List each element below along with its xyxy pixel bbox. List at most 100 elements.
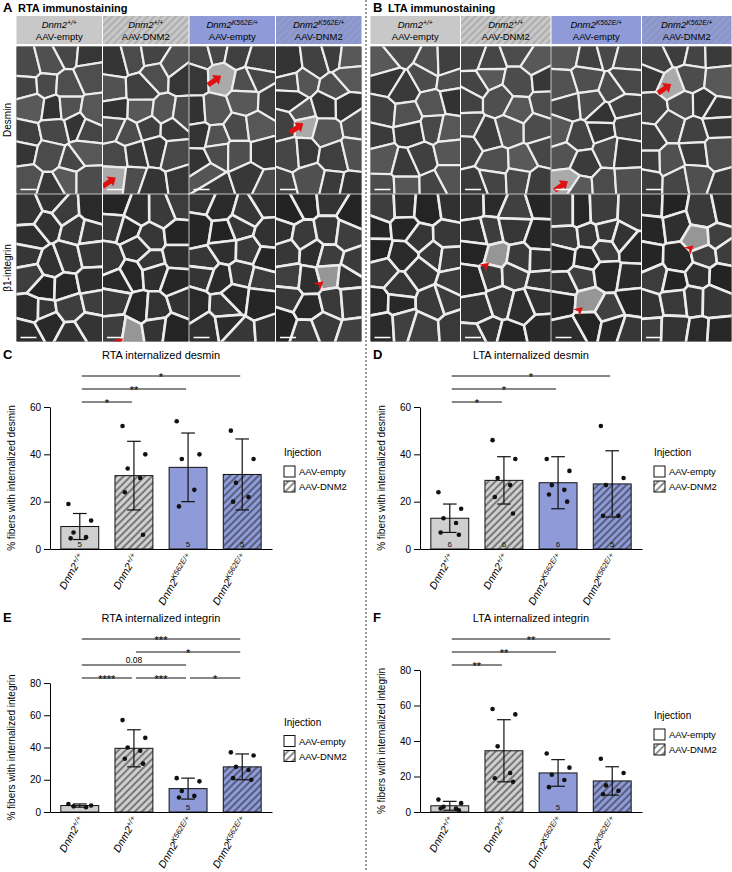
n-label: 6 [502,540,507,549]
tick-mark [414,407,420,408]
data-point [495,744,500,749]
micrograph-fiber [433,219,460,247]
panel-letter: D [373,347,382,362]
plot: 5020406080Dnm2+/+Dnm2+/+Dnm2K562E/+Dnm2K… [400,634,643,870]
error-bar [497,457,511,504]
chart-panel: 66650204060Dnm2+/+Dnm2+/+Dnm2K562E/+Dnm2… [373,347,717,607]
column-injection: AAV-DNM2 [122,31,170,42]
significance-label: * [213,673,218,685]
error-line [133,730,134,767]
scale-bar [375,189,391,191]
data-point [508,771,513,776]
significance-label: ** [500,647,509,659]
x-tick: Dnm2K562E/+ [209,812,249,870]
column-genotype: Dnm2K562E/+ [570,19,622,30]
column-header [552,16,642,44]
data-point [550,483,555,488]
y-tick-label: 20 [30,496,42,507]
column-header [371,16,461,44]
legend-label: AAV-empty [669,466,716,477]
n-label: 5 [610,540,615,549]
y-axis: 0204060 [400,402,421,555]
micrograph-fiber [138,222,166,250]
tick-mark [44,715,50,716]
significance: ********0.08**** [82,634,240,685]
x-axis: Dnm2+/+Dnm2+/+Dnm2K562E/+Dnm2K562E/+ [51,812,273,870]
column-genotype: Dnm2K562E/+ [206,19,258,30]
n-label: 5 [556,803,561,812]
scale-bar [465,337,481,339]
micrograph-fiber [436,65,460,91]
data-point [621,476,626,481]
genotype-allele: K562E/+ [169,814,192,844]
data-point [438,806,443,811]
micrograph-fiber [164,219,189,245]
data-point [511,780,516,785]
y-axis-title: % fibers with internalized integrin [6,674,17,820]
error-bar [127,441,141,510]
data-point [508,483,513,488]
red-arrowhead [313,277,326,290]
red-arrow [655,79,675,98]
micrograph-fiber [103,98,128,120]
micrograph-fiber [703,285,732,318]
n-label: 5 [240,540,245,549]
axis-line [420,671,421,813]
marks [61,718,261,812]
red-arrow [103,172,119,191]
column-injection: AAV-DNM2 [482,31,530,42]
data-point [174,419,179,424]
micrograph-fiber [27,275,55,300]
data-point [459,801,464,806]
y-axis-title: % fibers with internalized desmin [6,405,17,551]
error-cap [443,532,457,533]
x-tick: Dnm2+/+ [110,812,141,854]
micrograph-fiber [73,61,102,95]
data-point [231,776,236,781]
column-header [276,16,362,44]
significance-label: *** [155,673,169,685]
data-point [197,452,202,457]
data-point [138,476,143,481]
panel-letter: C [3,347,13,362]
plot: 5020406080Dnm2+/+Dnm2+/+Dnm2K562E/+Dnm2K… [30,634,273,870]
micrograph-fiber [190,60,209,96]
data-point [547,785,552,790]
x-tick-label: Dnm2+/+ [110,551,141,591]
y-tick: 60 [400,700,420,711]
micrograph-fiber [161,312,188,341]
column-injection: AAV-empty [209,31,256,42]
significance: **** [82,371,240,409]
significance-label: * [475,397,480,409]
micrograph-fiber [614,315,641,341]
data-point [454,521,459,526]
y-tick-label: 80 [30,678,42,689]
micrograph-fiber [338,170,362,193]
data-point [192,794,197,799]
micrograph-fiber [254,310,275,341]
micrograph-fiber [438,114,460,142]
data-point [604,483,609,488]
legend-label: AAV-empty [669,729,716,740]
genotype-allele: +/+ [513,19,523,26]
legend-swatch [284,466,295,477]
axis-line [50,408,51,550]
data-point [234,765,239,770]
data-point [197,779,202,784]
tick-mark [44,683,50,684]
data-point [229,428,234,433]
micrograph [276,47,362,194]
micrograph-fiber [162,245,188,270]
y-tick: 80 [30,678,50,689]
micrograph-fiber [615,167,641,194]
red-arrowhead [479,259,492,272]
column-injection: AAV-DNM2 [295,31,343,42]
column-header [190,16,276,44]
x-tick-label: Dnm2K562E/+ [525,814,565,870]
data-point [493,495,498,500]
micrograph-fiber [524,219,550,251]
genotype-allele: +/+ [124,551,138,565]
x-axis: Dnm2+/+Dnm2+/+Dnm2K562E/+Dnm2K562E/+ [421,812,643,870]
legend-title: Injection [284,717,321,728]
data-point [493,776,498,781]
